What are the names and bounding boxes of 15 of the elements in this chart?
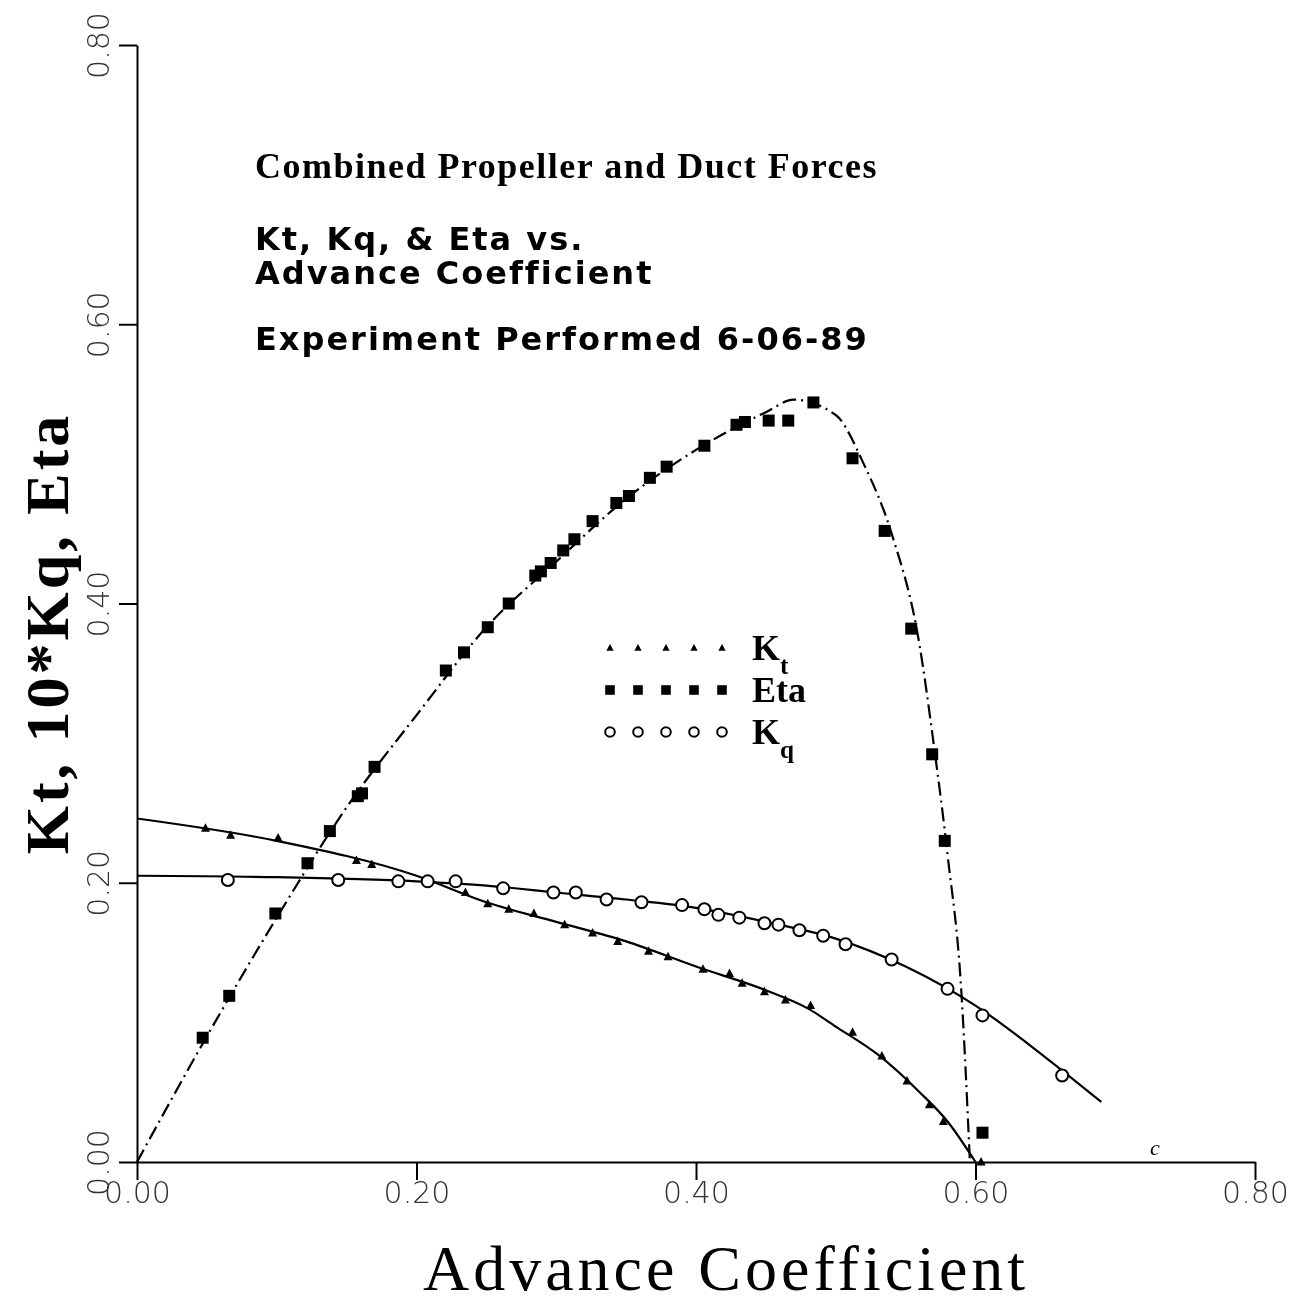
text: Kt, Kq, & Eta vs. Advance Coefficient: [255, 220, 654, 292]
legend-label: K$_{q}$: [752, 712, 795, 763]
x-axis-title: Advance Coefficient: [422, 1233, 1030, 1299]
annotation: c: [1150, 1135, 1160, 1160]
y-tick-label: 0.40: [81, 570, 116, 638]
x-tick-label: 0.40: [663, 1175, 730, 1211]
y-axis-title: Kt, 10*Kq, Eta: [13, 412, 81, 855]
annotation: Experiment Performed 6-06-89: [255, 320, 869, 358]
x-tick-label: 0.20: [383, 1175, 451, 1211]
y-tick-label: 0.20: [81, 849, 116, 917]
y-tick-label: 0.80: [81, 12, 116, 79]
y-tick-label: 0.60: [81, 291, 116, 359]
x-tick-label: 0.80: [1222, 1175, 1289, 1211]
x-tick-label: 0.60: [942, 1175, 1010, 1211]
text: Combined Propeller and Duct Forces: [255, 146, 878, 186]
